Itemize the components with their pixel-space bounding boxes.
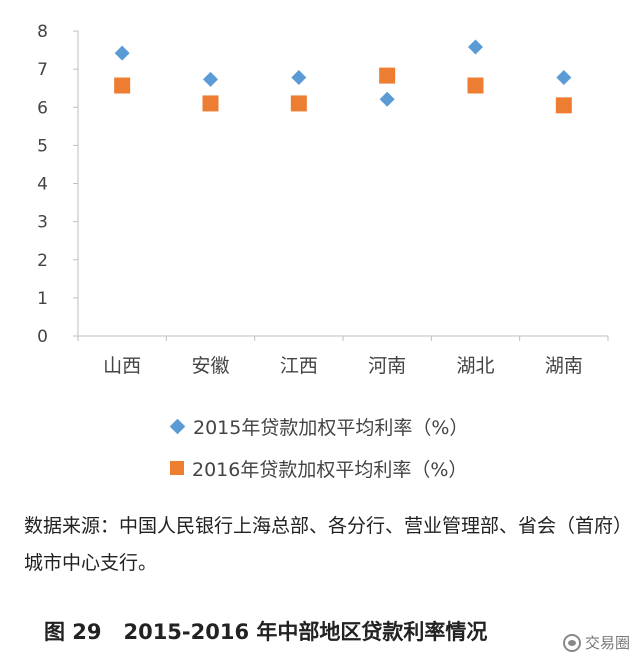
point-2015-5: [556, 70, 572, 86]
point-2015-3: [379, 91, 395, 107]
figure-caption: 图 29 2015-2016 年中部地区贷款利率情况: [44, 620, 488, 644]
point-2016-4: [467, 77, 484, 94]
y-tick-label: 0: [37, 327, 48, 347]
point-2016-0: [114, 77, 131, 94]
x-category-label: 河南: [368, 355, 406, 377]
legend-item-2016: 2016年贷款加权平均利率（%）: [170, 450, 640, 486]
legend-label-2016: 2016年贷款加权平均利率（%）: [192, 458, 468, 481]
wechat-icon: [562, 633, 581, 652]
y-tick-label: 6: [37, 98, 48, 118]
y-tick-label: 1: [37, 289, 48, 309]
x-category-label: 山西: [103, 355, 141, 377]
y-tick-label: 4: [37, 175, 48, 195]
legend-diamond-marker: [169, 418, 186, 434]
legend-item-2015: 2015年贷款加权平均利率（%）: [169, 408, 640, 444]
legend-label-2015: 2015年贷款加权平均利率（%）: [193, 416, 469, 439]
point-2016-1: [202, 95, 219, 112]
chart-area: 0 1 2 3 4 5 6 7 8 山西 安徽 江西 河南 湖北 湖南: [37, 22, 609, 377]
point-2016-2: [290, 95, 307, 112]
x-category-label: 湖北: [456, 355, 494, 377]
y-tick-label: 7: [37, 60, 48, 80]
point-2015-0: [114, 45, 130, 61]
x-category-label: 安徽: [191, 355, 229, 377]
x-category-label: 湖南: [545, 355, 583, 377]
x-category-label: 江西: [280, 355, 318, 377]
series-layer: [114, 39, 572, 114]
point-2016-5: [555, 97, 572, 114]
watermark: 交易圈: [562, 632, 630, 653]
point-2015-2: [291, 70, 307, 86]
y-axis: 0 1 2 3 4 5 6 7 8: [37, 22, 79, 347]
point-2015-1: [203, 71, 218, 87]
watermark-text: 交易圈: [584, 634, 630, 652]
point-2016-3: [379, 67, 396, 84]
x-axis: 山西 安徽 江西 河南 湖北 湖南: [77, 335, 609, 377]
y-tick-label: 2: [37, 251, 48, 271]
y-tick-label: 3: [37, 213, 48, 233]
y-tick-label: 5: [37, 136, 48, 156]
point-2015-4: [468, 39, 483, 55]
data-source-note: 数据来源：中国人民银行上海总部、各分行、营业管理部、省会（首府）城市中心支行。: [24, 515, 623, 574]
y-tick-label: 8: [37, 22, 48, 42]
legend-square-marker: [170, 461, 184, 475]
